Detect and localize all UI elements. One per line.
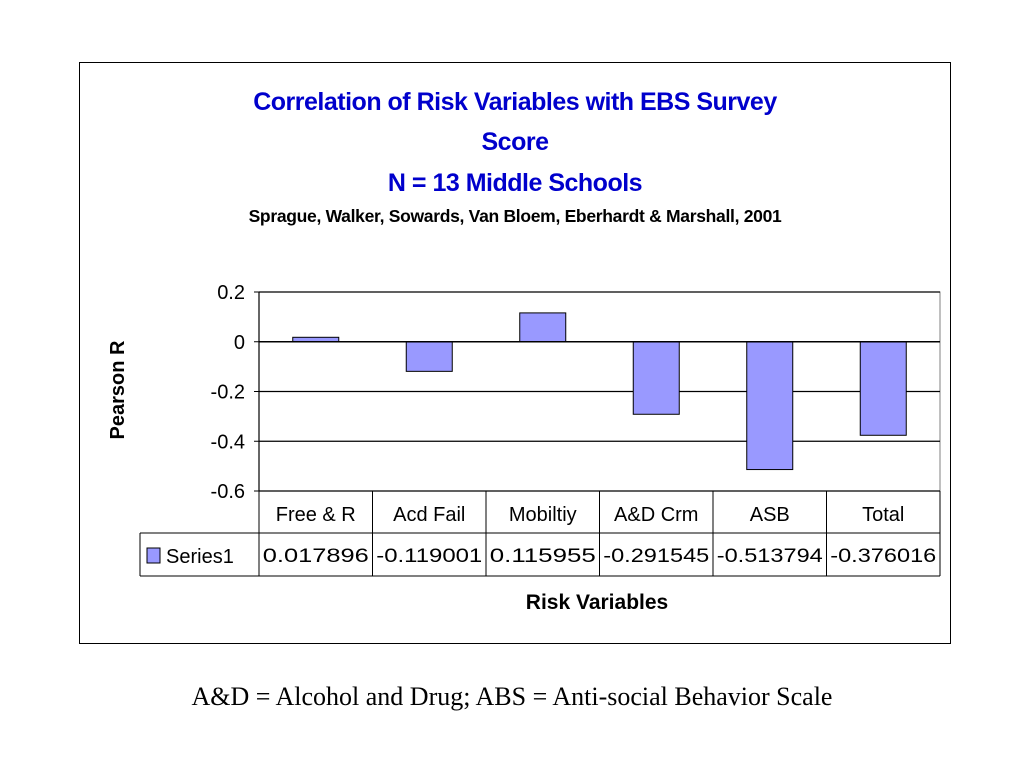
legend-series-name: Series1	[166, 546, 234, 568]
footnote: A&D = Alcohol and Drug; ABS = Anti-socia…	[191, 682, 833, 711]
data-label: -0.291545	[603, 546, 709, 567]
chart-title-line-1: Correlation of Risk Variables with EBS S…	[253, 88, 777, 116]
y-tick-label: -0.6	[211, 481, 245, 503]
chart-title-line-3: N = 13 Middle Schools	[387, 169, 643, 197]
y-tick-label: -0.2	[211, 382, 245, 404]
bar	[632, 341, 680, 415]
x-axis-title: Risk Variables	[526, 591, 668, 614]
category-label: Free & R	[276, 504, 356, 526]
data-label: 0.017896	[263, 546, 369, 567]
y-tick-label: 0	[234, 332, 245, 354]
chart-subtitle: Sprague, Walker, Sowards, Van Bloem, Ebe…	[248, 206, 782, 226]
bar	[405, 341, 453, 372]
data-label: -0.513794	[717, 546, 824, 567]
category-label: Acd Fail	[393, 504, 465, 526]
bar	[746, 341, 794, 471]
data-label: 0.115955	[490, 546, 596, 567]
chart-frame	[79, 62, 951, 644]
bar	[519, 312, 567, 343]
category-label: A&D Crm	[614, 504, 698, 526]
category-label: ASB	[750, 504, 790, 526]
bar	[859, 341, 907, 436]
y-tick-label: 0.2	[217, 282, 245, 304]
y-axis-title: Pearson R	[107, 340, 129, 439]
legend-swatch	[146, 547, 161, 564]
y-tick-label: -0.4	[211, 431, 245, 453]
category-label: Total	[862, 504, 904, 526]
category-label: Mobiltiy	[509, 504, 577, 526]
chart-title-line-2: Score	[481, 128, 549, 156]
data-label: -0.119001	[376, 546, 482, 567]
data-label: -0.376016	[830, 546, 936, 567]
